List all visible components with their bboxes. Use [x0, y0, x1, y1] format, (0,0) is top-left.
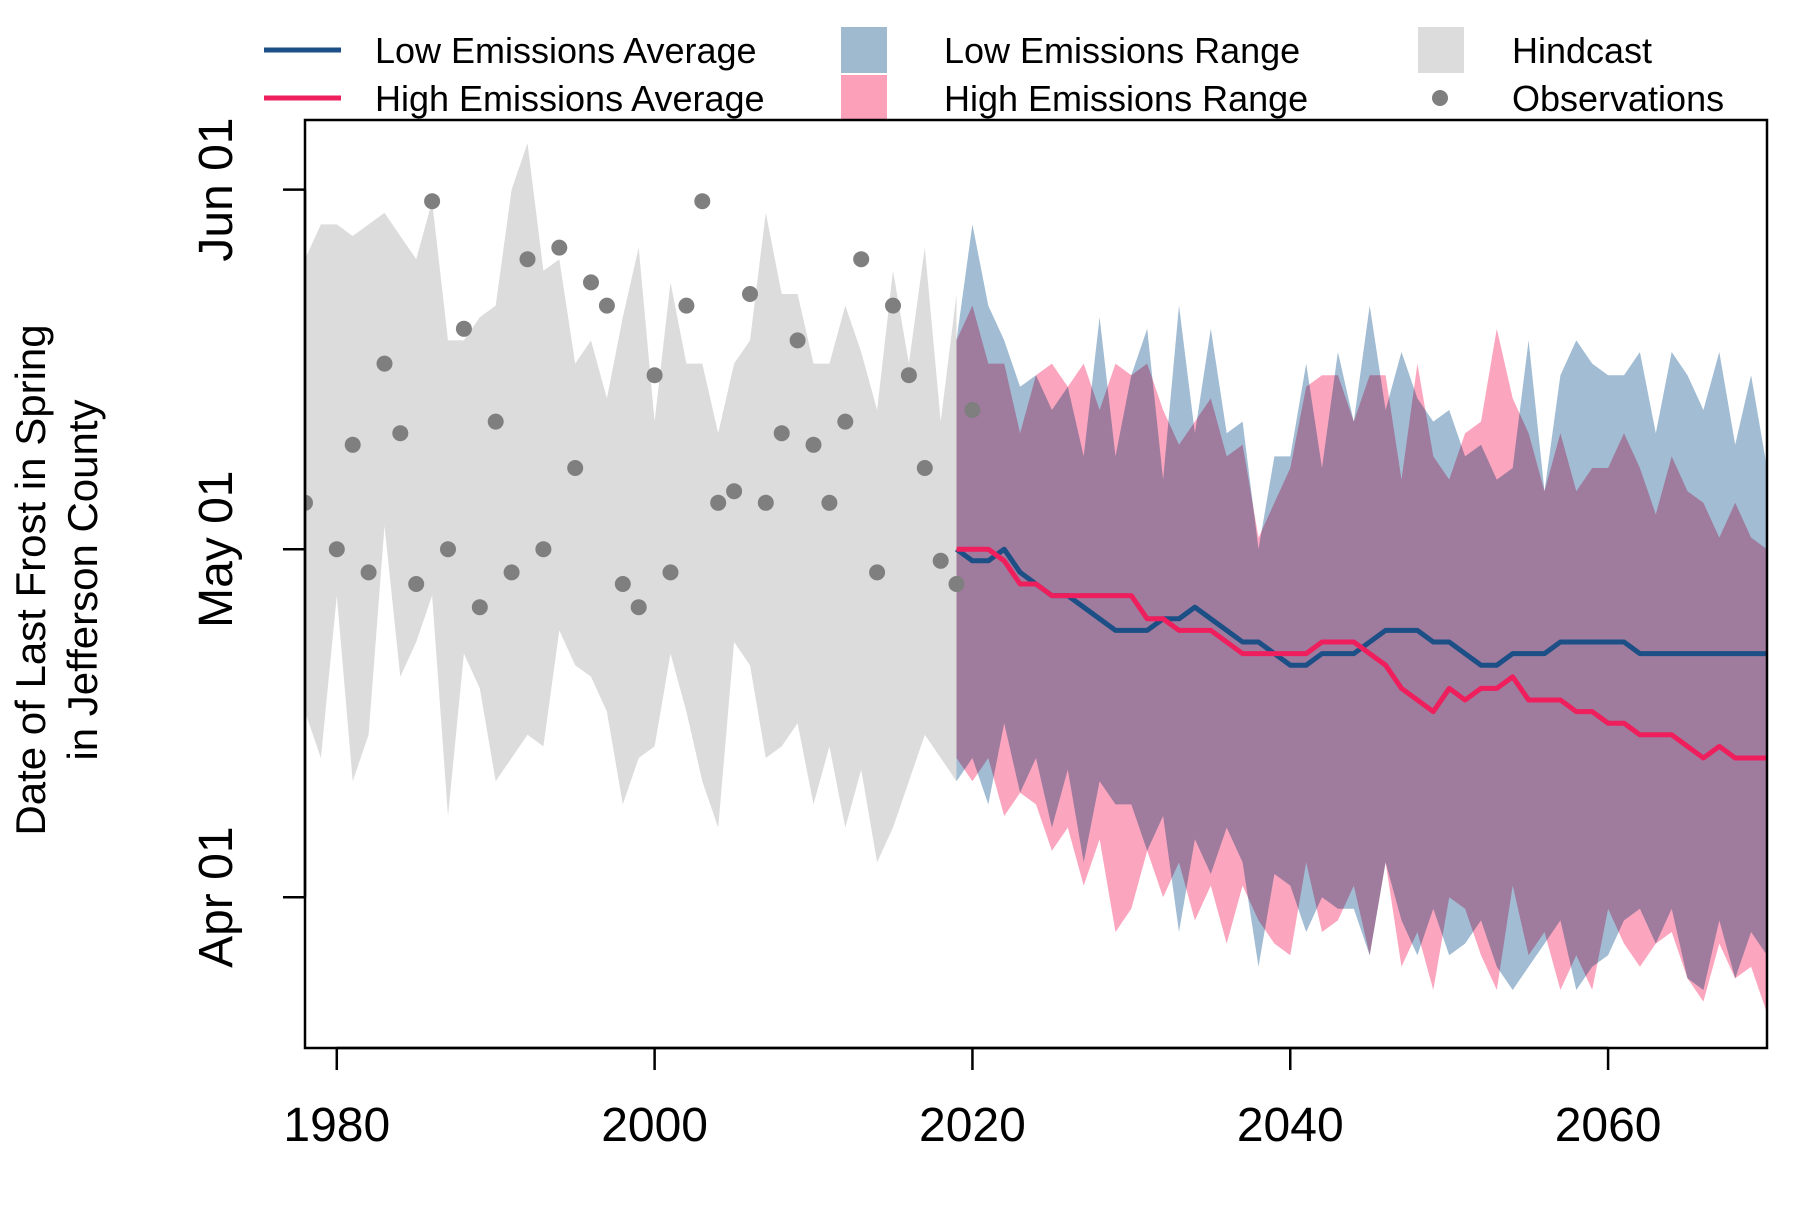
- y-tick-label: Jun 01: [190, 118, 243, 262]
- axes: 1980 2000 2020 2040 2060 Apr 01 May 01 Jun 01: [190, 118, 1769, 1152]
- observation-point: [614, 576, 631, 592]
- legend-label: Low Emissions Range: [944, 30, 1300, 71]
- x-tick-label: 1980: [283, 1099, 390, 1152]
- observation-point: [535, 541, 552, 558]
- observation-point: [662, 564, 679, 581]
- y-axis-title-line-2: in Jefferson County: [59, 399, 106, 760]
- observation-point: [630, 599, 647, 616]
- observation-point: [440, 541, 456, 558]
- legend-label: Observations: [1512, 78, 1724, 119]
- observation-point: [821, 494, 838, 511]
- observation-point: [487, 413, 504, 430]
- observation-point: [710, 494, 727, 511]
- observation-point: [598, 297, 615, 314]
- observation-point: [789, 332, 806, 349]
- observation-point: [869, 564, 886, 581]
- legend-label: High Emissions Range: [944, 78, 1308, 119]
- observation-point: [678, 297, 695, 314]
- x-tick-label: 2040: [1237, 1099, 1344, 1152]
- x-tick-label: 2000: [601, 1099, 708, 1152]
- x-tick-label: 2020: [919, 1099, 1026, 1152]
- observation-point: [885, 297, 901, 314]
- observation-point: [805, 436, 822, 453]
- hindcast-band: [305, 143, 957, 863]
- legend-label: Low Emissions Average: [375, 30, 757, 71]
- observation-point: [837, 413, 854, 430]
- plot-layers: [305, 143, 1767, 1014]
- observation-point: [757, 494, 774, 511]
- observation-point: [408, 576, 425, 592]
- legend-key-hindcast: [1418, 27, 1464, 73]
- y-axis-title-line-1: Date of Last Frost in Spring: [7, 324, 54, 835]
- observation-point: [726, 483, 743, 500]
- observation-point: [853, 251, 870, 268]
- observation-point: [328, 541, 345, 558]
- y-tick-label: Apr 01: [190, 826, 243, 967]
- observation-point: [948, 576, 965, 592]
- observation-point: [567, 460, 584, 476]
- observation-point: [551, 239, 568, 256]
- observation-point: [376, 355, 393, 372]
- y-tick-label: May 01: [190, 470, 243, 627]
- legend-label: High Emissions Average: [375, 78, 765, 119]
- observation-point: [900, 367, 917, 384]
- high-emissions-average-line: [956, 546, 1767, 761]
- high-emissions-range-band: [956, 305, 1767, 1014]
- legend-key-low-emissions-range: [841, 27, 887, 73]
- observation-point: [742, 286, 758, 302]
- observation-point: [916, 460, 933, 476]
- observation-point: [694, 193, 711, 210]
- x-tick-label: 2060: [1555, 1099, 1662, 1152]
- observation-point: [471, 599, 488, 616]
- observation-point: [424, 193, 441, 210]
- observation-point: [646, 367, 663, 384]
- chart-legend: Low Emissions Average High Emissions Aver…: [264, 27, 1724, 121]
- observation-point: [503, 564, 520, 581]
- observation-point: [344, 436, 361, 453]
- observation-point: [583, 274, 599, 291]
- observation-point: [360, 564, 377, 581]
- observation-point: [519, 251, 536, 268]
- legend-key-high-emissions-range: [841, 75, 887, 121]
- y-axis-title: Date of Last Frost in Spring in Jefferso…: [7, 324, 106, 835]
- plot-area: [305, 143, 1767, 1014]
- observation-point: [305, 494, 313, 511]
- legend-key-observations: [1432, 90, 1448, 106]
- observation-point: [392, 425, 409, 442]
- observation-point: [964, 402, 981, 418]
- observation-point: [932, 552, 949, 569]
- observation-point: [455, 320, 472, 337]
- legend-label: Hindcast: [1512, 30, 1652, 71]
- observation-point: [773, 425, 790, 442]
